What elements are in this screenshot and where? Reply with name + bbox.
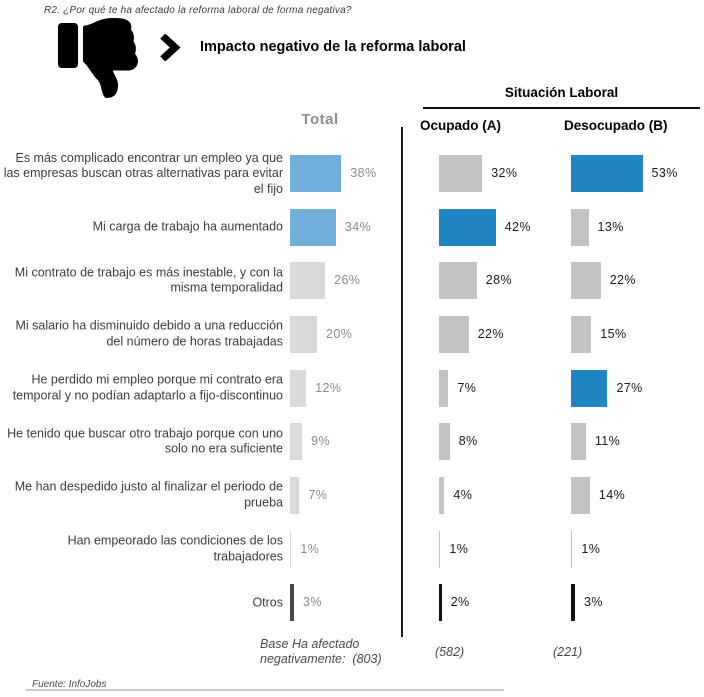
row-label-text: Es más complicado encontrar un empleo ya… <box>3 150 283 196</box>
chart-row: Mi carga de trabajo ha aumentado 34% 42% 13… <box>0 208 704 246</box>
ocupado-value: 22% <box>477 326 504 341</box>
desocupado-bar <box>571 315 592 353</box>
desocupado-value: 14% <box>598 487 626 502</box>
ocupado-bar <box>439 530 441 568</box>
chart-row: Mi contrato de trabajo es más inestable,… <box>0 262 704 300</box>
total-value: 7% <box>308 487 328 502</box>
row-label-text: Mi contrato de trabajo es más inestable,… <box>14 265 283 295</box>
desocupado-bar <box>571 476 590 514</box>
ocupado-value: 8% <box>458 434 478 449</box>
row-label: Mi salario ha disminuido debido a una re… <box>0 319 283 350</box>
row-label: Mi contrato de trabajo es más inestable,… <box>0 265 283 296</box>
desocupado-value: 13% <box>597 219 624 234</box>
desocupado-bar <box>571 530 573 568</box>
desocupado-bar <box>571 423 586 461</box>
chart-rows: Es más complicado encontrar un empleo ya… <box>0 150 704 641</box>
bottom-rule <box>26 689 504 691</box>
chevron-right-icon <box>160 34 181 61</box>
chart-row: Mi salario ha disminuido debido a una re… <box>0 315 704 353</box>
question-label: R2. ¿Por qué te ha afectado la reforma l… <box>44 5 352 16</box>
row-label: Mi carga de trabajo ha aumentado <box>0 219 283 235</box>
total-bar <box>290 530 292 568</box>
total-value: 20% <box>326 326 353 341</box>
ocupado-bar <box>439 584 442 622</box>
chart-row: Es más complicado encontrar un empleo ya… <box>0 150 704 195</box>
ocupado-value: 32% <box>491 166 518 180</box>
desocupado-value: 15% <box>600 326 627 341</box>
group-header-underline <box>423 107 700 109</box>
row-label-text: Han empeorado las condiciones de los tra… <box>67 533 283 564</box>
chart-row: He perdido mi empleo porque mi contrato … <box>0 369 704 407</box>
ocupado-value: 42% <box>504 219 531 234</box>
ocupado-value: 4% <box>453 487 473 502</box>
row-label-text: Mi salario ha disminuido debido a una re… <box>15 318 283 349</box>
desocupado-value: 3% <box>584 595 603 610</box>
thumbs-down-icon <box>58 18 139 98</box>
desocupado-bar <box>571 584 576 622</box>
chart-row: Otros 3% 2% 3% <box>0 584 704 622</box>
total-bar <box>290 315 317 353</box>
total-bar <box>290 476 300 514</box>
page-title: Impacto negativo de la reforma laboral <box>200 39 466 55</box>
column-group-header: Situación Laboral <box>504 85 619 100</box>
row-label-text: Mi carga de trabajo ha aumentado <box>92 219 283 234</box>
desocupado-bar <box>571 155 643 192</box>
ocupado-value: 1% <box>449 541 469 556</box>
ocupado-bar <box>439 369 449 407</box>
total-value: 12% <box>315 380 342 395</box>
row-label-text: Me han despedido justo al finalizar el p… <box>14 479 283 510</box>
row-label: He perdido mi empleo porque mi contrato … <box>0 373 283 404</box>
total-bar <box>290 262 326 300</box>
desocupado-value: 22% <box>609 273 636 288</box>
desocupado-bar <box>571 262 601 300</box>
column-header-ocupado: Ocupado (A) <box>420 118 501 133</box>
total-value: 9% <box>311 434 331 449</box>
column-header-desocupado: Desocupado (B) <box>564 118 668 133</box>
ocupado-bar <box>439 315 469 353</box>
ocupado-bar <box>439 476 445 514</box>
desocupado-value: 11% <box>594 434 621 449</box>
ocupado-bar <box>439 155 483 192</box>
chart-row: He tenido que buscar otro trabajo porque… <box>0 423 704 461</box>
total-bar <box>290 423 303 461</box>
row-label: Otros <box>0 595 283 611</box>
chart-row: Han empeorado las condiciones de los tra… <box>0 530 704 568</box>
desocupado-bar <box>571 208 589 246</box>
total-value: 38% <box>350 166 377 180</box>
ocupado-bar <box>439 262 477 300</box>
ocupado-value: 7% <box>457 380 477 395</box>
row-label-text: He perdido mi empleo porque mi contrato … <box>12 372 283 403</box>
total-bar <box>290 155 342 192</box>
ocupado-bar <box>439 423 450 461</box>
total-bar <box>290 584 295 622</box>
column-divider-line <box>401 127 403 637</box>
base-ocupado-label: (582) <box>435 645 465 659</box>
base-total-label: Base Ha afectado negativamente: (803) <box>260 637 382 666</box>
desocupado-value: 53% <box>651 166 678 180</box>
desocupado-value: 27% <box>616 380 643 395</box>
source-label: Fuente: InfoJobs <box>32 679 107 690</box>
row-label: He tenido que buscar otro trabajo porque… <box>0 426 283 457</box>
total-value: 3% <box>303 595 322 610</box>
chart-row: Me han despedido justo al finalizar el p… <box>0 476 704 514</box>
ocupado-value: 2% <box>450 595 470 610</box>
row-label-text: He tenido que buscar otro trabajo porque… <box>7 426 283 456</box>
row-label: Me han despedido justo al finalizar el p… <box>0 480 283 511</box>
total-value: 1% <box>300 541 320 556</box>
base-desocupado-label: (221) <box>553 645 583 659</box>
desocupado-value: 1% <box>581 541 601 556</box>
total-bar <box>290 369 307 407</box>
column-header-total: Total <box>301 111 339 128</box>
total-value: 34% <box>344 219 372 234</box>
desocupado-bar <box>571 369 608 407</box>
ocupado-bar <box>439 208 496 246</box>
total-value: 26% <box>334 273 361 288</box>
row-label: Es más complicado encontrar un empleo ya… <box>0 150 283 197</box>
row-label-text: Otros <box>252 594 283 609</box>
total-bar <box>290 208 336 246</box>
row-label: Han empeorado las condiciones de los tra… <box>0 534 283 565</box>
ocupado-value: 28% <box>485 273 513 288</box>
